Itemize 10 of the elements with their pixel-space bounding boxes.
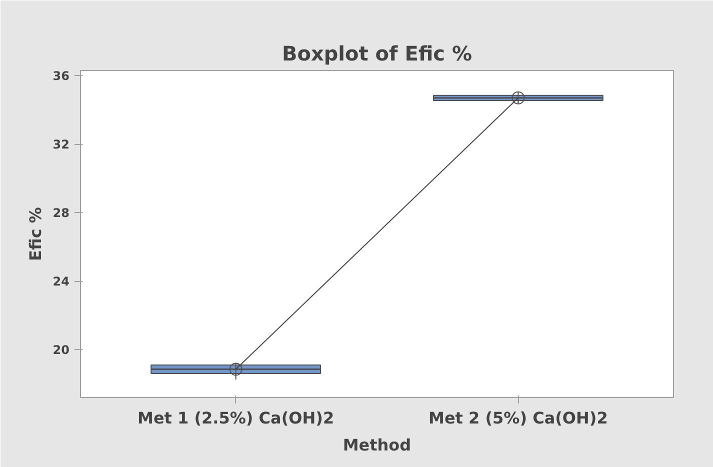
y-axis-title: Efic % [26,207,45,261]
chart-title: Boxplot of Efic % [282,42,472,66]
x-tick-label: Met 1 (2.5%) Ca(OH)2 [138,408,334,428]
y-tick-label: 36 [52,69,70,84]
y-tick-label: 32 [52,138,70,152]
y-tick-label: 28 [52,206,70,220]
y-tick-label: 24 [52,274,70,289]
x-axis-title: Method [342,436,412,454]
x-tick-label: Met 2 (5%) Ca(OH)2 [428,408,608,428]
y-tick-label: 20 [52,343,70,358]
